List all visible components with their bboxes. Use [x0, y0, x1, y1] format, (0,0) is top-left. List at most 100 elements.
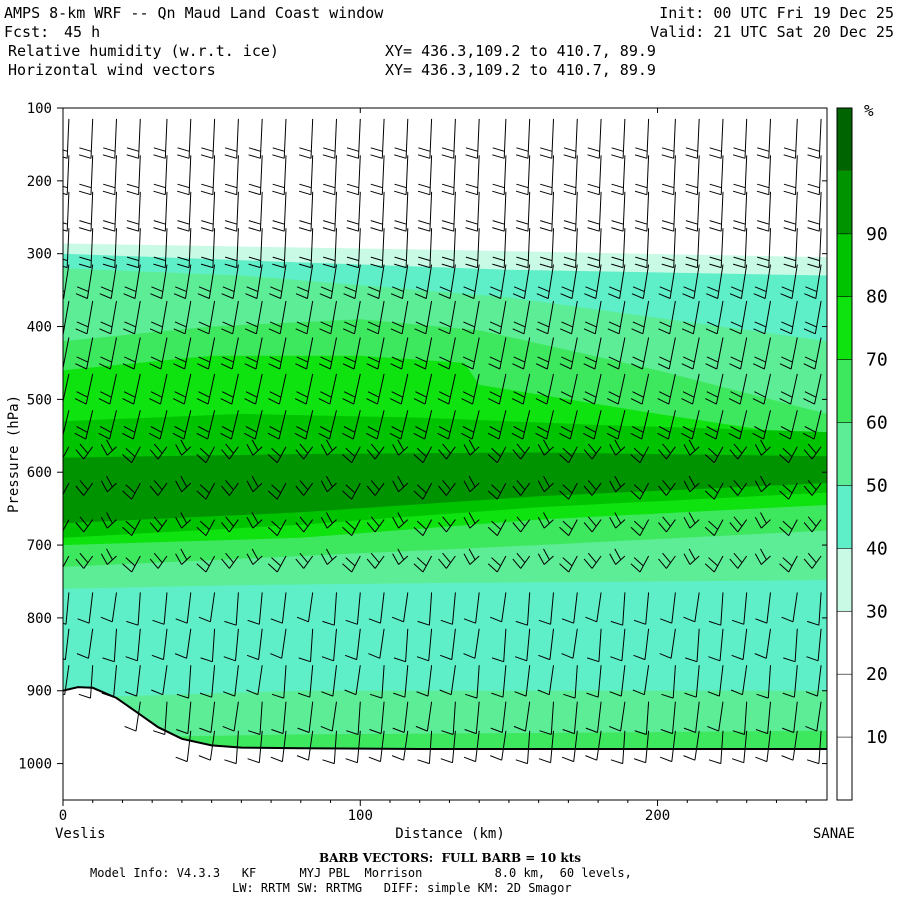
wind-barb [632, 665, 650, 696]
wind-barb [515, 191, 531, 232]
forecast-label: Fcst: [4, 23, 50, 41]
wind-barb [661, 228, 676, 269]
wind-barb [99, 264, 117, 299]
wind-barb [660, 730, 676, 763]
wind-barb [248, 701, 263, 735]
wind-barb [705, 373, 724, 405]
wind-barb [153, 228, 168, 269]
wind-barb [586, 665, 602, 698]
wind-barb [222, 701, 239, 732]
wind-barb [539, 228, 554, 269]
wind-barb [270, 628, 287, 659]
wind-barb [100, 512, 117, 529]
wind-barb [728, 410, 748, 440]
wind-barb [610, 628, 626, 662]
wind-barb [246, 512, 263, 529]
wind-barb [729, 443, 748, 460]
wind-barb [101, 665, 117, 698]
wind-barb [320, 475, 337, 493]
y-tick-label: 900 [27, 684, 52, 700]
wind-barb [631, 264, 650, 299]
wind-barb [176, 701, 192, 735]
wind-barb [78, 665, 94, 699]
wind-barb [294, 373, 314, 405]
wind-barb [515, 228, 531, 269]
wind-barb [366, 373, 385, 405]
wind-barb [512, 264, 531, 299]
wind-barb [294, 410, 314, 440]
wind-barb [559, 337, 578, 370]
wind-barb [414, 300, 433, 335]
wind-barb [731, 592, 748, 625]
rh-band-6 [63, 452, 827, 524]
wind-barb [463, 512, 480, 529]
colorbar-bin-5 [837, 422, 852, 486]
wind-barb [102, 118, 117, 159]
wind-barb [318, 373, 337, 405]
wind-barb [75, 480, 94, 496]
wind-barb [658, 443, 676, 460]
wind-barb [197, 300, 216, 335]
wind-barb [583, 443, 602, 460]
wind-barb [268, 373, 287, 405]
wind-barb [611, 155, 626, 196]
wind-barb [661, 191, 676, 232]
wind-barb [585, 592, 602, 623]
wind-barb [149, 443, 168, 460]
wind-barb [582, 410, 602, 440]
wind-barb [538, 628, 554, 661]
wind-barb [322, 118, 337, 159]
wind-barb [537, 548, 554, 565]
wind-barb [392, 439, 409, 456]
wind-barb [295, 516, 314, 533]
colorbar-label: 10 [866, 727, 888, 748]
wind-barb [221, 300, 239, 335]
wind-barb [779, 446, 798, 464]
wind-barb [75, 337, 94, 370]
wind-barb [563, 155, 578, 196]
wind-barb [512, 480, 531, 496]
wind-barb [224, 730, 239, 765]
wind-barb [779, 519, 798, 536]
colorbar-label: 60 [866, 413, 888, 434]
wind-barb [685, 118, 700, 159]
wind-barb [172, 373, 192, 405]
wind-barb [77, 592, 94, 624]
wind-barb [177, 155, 192, 196]
wind-barb [781, 701, 798, 733]
wind-barb [704, 410, 724, 440]
wind-barb [683, 730, 700, 761]
wind-barb [224, 191, 239, 232]
wind-barb [245, 264, 263, 299]
wind-barb [126, 155, 141, 196]
colorbar-bin-10 [837, 108, 852, 171]
wind-barb [708, 628, 724, 662]
wind-barb [417, 228, 433, 269]
wind-barb [659, 628, 676, 659]
wind-barb [153, 155, 168, 196]
wind-barb [102, 228, 117, 269]
wind-barb [365, 410, 385, 440]
wind-barb [438, 480, 456, 496]
wind-barb [754, 512, 771, 529]
wind-barb [200, 155, 216, 196]
wind-barb [368, 730, 385, 763]
wind-barb [78, 228, 94, 269]
colorbar-label: 90 [866, 224, 888, 245]
wind-barb [780, 264, 798, 299]
wind-barb [414, 337, 433, 370]
wind-barb [319, 264, 337, 299]
plot-frame [62, 107, 828, 801]
wind-barb [175, 512, 192, 529]
y-tick-label: 100 [27, 101, 52, 117]
wind-barb [709, 228, 724, 269]
wind-barb [463, 592, 480, 624]
wind-barb [779, 373, 798, 405]
wind-barb [487, 410, 507, 440]
wind-barb [461, 410, 480, 440]
wind-barb [465, 665, 480, 699]
wind-barb [755, 592, 771, 624]
wind-barb [634, 701, 650, 735]
wind-barb [75, 516, 94, 533]
wind-barb [343, 264, 361, 299]
